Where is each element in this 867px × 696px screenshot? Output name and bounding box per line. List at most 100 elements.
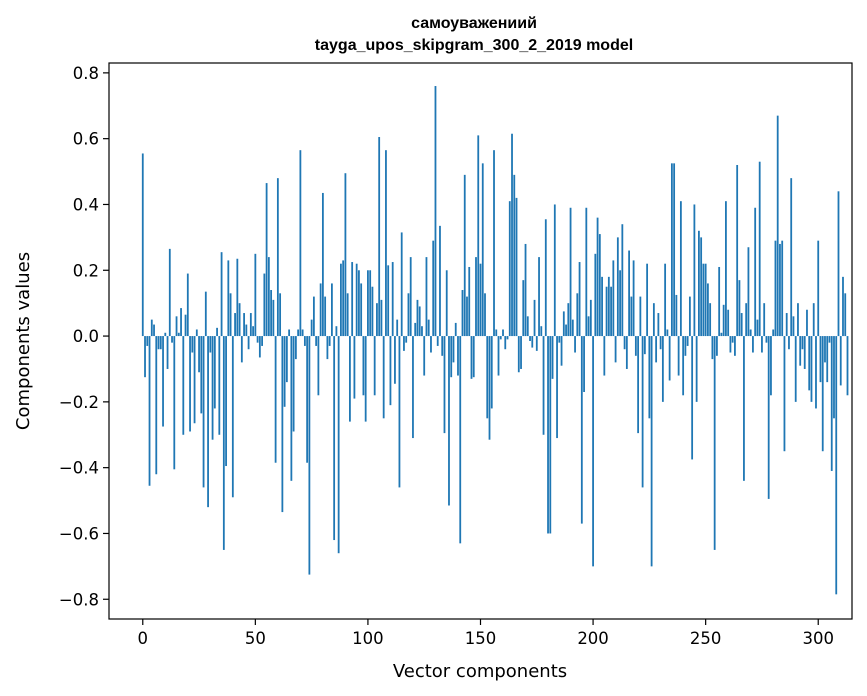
x-tick-label: 0 — [138, 629, 149, 648]
bar-component-179 — [544, 219, 547, 337]
bar-component-35 — [220, 252, 223, 337]
bar-component-210 — [614, 336, 617, 363]
bar-component-250 — [704, 263, 707, 337]
bar-component-197 — [585, 207, 588, 337]
bar-component-270 — [749, 329, 752, 337]
bar-component-273 — [756, 319, 759, 337]
bar-component-175 — [535, 336, 538, 351]
bar-component-132 — [439, 225, 441, 337]
bar-component-133 — [441, 336, 444, 356]
bar-component-52 — [258, 336, 261, 358]
x-tick-label: 250 — [690, 629, 722, 648]
bar-component-220 — [637, 336, 640, 434]
bar-component-38 — [227, 260, 230, 337]
bar-component-76 — [312, 296, 315, 337]
bar-component-301 — [819, 336, 822, 383]
bar-component-176 — [538, 257, 540, 337]
bar-component-255 — [716, 336, 718, 356]
bar-component-31 — [211, 336, 214, 440]
bar-component-47 — [247, 336, 250, 350]
bar-component-240 — [682, 336, 685, 396]
bar-component-236 — [673, 163, 676, 337]
bar-component-141 — [459, 336, 462, 544]
bar-component-126 — [425, 257, 428, 337]
bar-component-283 — [779, 243, 781, 337]
bar-component-231 — [661, 336, 664, 402]
bar-component-146 — [470, 336, 473, 379]
bar-component-161 — [504, 336, 507, 350]
bar-component-191 — [571, 319, 574, 337]
bar-component-288 — [790, 178, 793, 337]
bar-component-88 — [340, 263, 342, 337]
bar-component-139 — [454, 322, 457, 337]
bar-component-185 — [558, 336, 561, 343]
bar-component-194 — [578, 262, 581, 337]
bar-component-23 — [193, 336, 196, 424]
y-tick-label: 0.6 — [73, 130, 99, 149]
bar-component-46 — [245, 324, 248, 337]
bar-component-68 — [294, 336, 297, 360]
bar-component-167 — [517, 336, 520, 373]
bar-component-16 — [177, 332, 180, 337]
bar-component-277 — [765, 336, 768, 343]
bar-component-8 — [159, 336, 162, 350]
bar-component-15 — [175, 316, 178, 337]
bar-component-19 — [184, 314, 187, 337]
bar-component-98 — [362, 336, 365, 396]
bar-component-58 — [272, 299, 275, 337]
bar-component-25 — [198, 336, 200, 373]
bar-component-300 — [817, 240, 820, 337]
bar-component-111 — [391, 262, 394, 337]
bar-component-48 — [249, 313, 252, 337]
bar-component-10 — [164, 332, 167, 337]
bar-component-78 — [317, 336, 320, 396]
bar-component-165 — [513, 174, 516, 337]
bar-component-223 — [643, 336, 646, 355]
bar-component-211 — [616, 237, 619, 337]
bar-component-252 — [709, 303, 712, 337]
bar-component-134 — [443, 336, 446, 434]
bar-component-0 — [141, 153, 144, 337]
bar-component-200 — [592, 336, 594, 567]
bar-component-86 — [335, 326, 338, 337]
bar-component-54 — [263, 273, 266, 337]
bar-component-267 — [743, 336, 745, 481]
bar-component-1 — [144, 336, 146, 378]
bar-component-136 — [448, 336, 450, 506]
bar-component-85 — [333, 336, 336, 541]
bar-component-32 — [213, 336, 216, 409]
bar-component-36 — [222, 336, 225, 550]
bar-component-199 — [589, 299, 592, 337]
bar-component-83 — [328, 336, 331, 346]
bar-component-207 — [607, 276, 610, 337]
bar-component-124 — [421, 326, 423, 337]
bar-component-248 — [700, 237, 703, 337]
bar-component-104 — [376, 303, 378, 337]
bar-component-37 — [225, 336, 227, 467]
bar-component-303 — [824, 336, 826, 363]
bar-component-67 — [292, 336, 295, 432]
bar-component-99 — [364, 336, 367, 422]
bar-component-187 — [562, 311, 565, 337]
x-axis: 0 50 100 150 200 250 300 — [138, 619, 834, 648]
bar-component-234 — [668, 336, 671, 381]
bar-component-102 — [371, 286, 374, 337]
bar-component-61 — [279, 293, 282, 337]
bar-component-69 — [297, 329, 300, 337]
bar-component-178 — [542, 336, 545, 435]
bar-component-265 — [738, 280, 741, 337]
bar-component-105 — [378, 137, 381, 337]
bar-component-259 — [725, 201, 727, 337]
bar-component-310 — [839, 336, 842, 386]
x-tick-label: 100 — [352, 629, 384, 648]
bar-component-306 — [830, 336, 833, 471]
bar-component-130 — [434, 86, 437, 337]
bar-component-174 — [533, 299, 536, 337]
bar-component-114 — [398, 336, 401, 488]
bar-component-312 — [844, 293, 847, 337]
bar-component-144 — [466, 296, 468, 337]
bar-component-12 — [168, 248, 171, 337]
bar-component-125 — [423, 336, 426, 376]
bar-component-157 — [495, 329, 498, 337]
